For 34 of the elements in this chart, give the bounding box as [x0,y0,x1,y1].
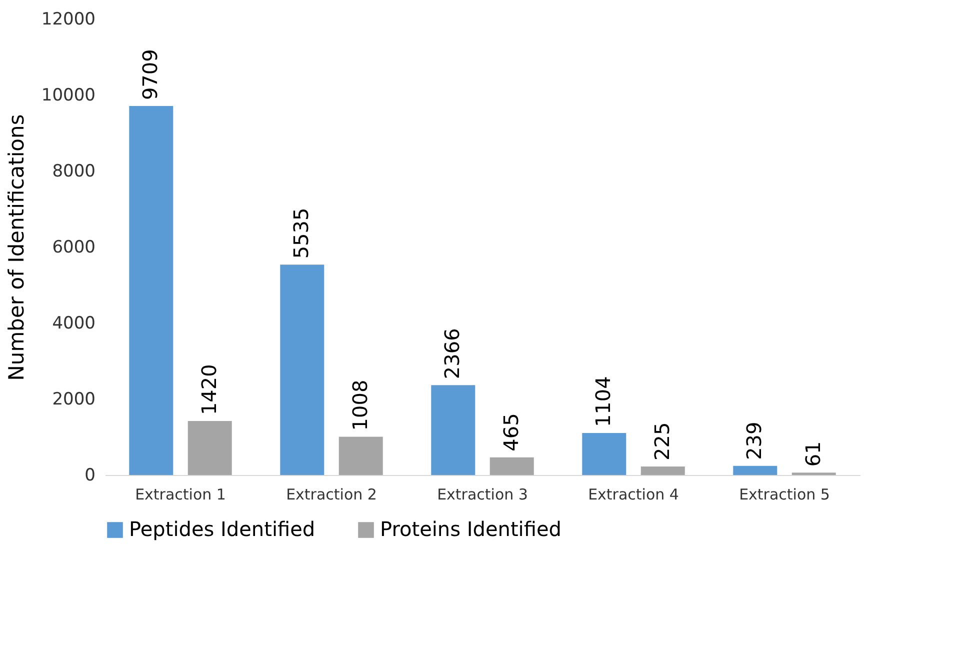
data-label: 225 [650,422,674,460]
data-label: 239 [742,422,766,460]
data-label: 465 [498,413,523,452]
x-tick-label: Extraction 3 [437,486,528,504]
x-tick-label: Extraction 2 [286,486,377,504]
bar [129,106,174,475]
bar [280,264,324,475]
data-label: 9709 [138,49,162,100]
y-tick-label: 8000 [52,162,96,182]
data-label: 1104 [591,376,616,428]
bar [490,457,534,475]
bar [338,436,383,475]
y-axis-title: Number of Identifications [4,114,28,381]
bar [640,466,685,475]
data-label: 61 [800,441,825,467]
bar [188,421,232,475]
y-tick-label: 4000 [52,314,96,334]
bar [582,433,626,475]
data-label: 1420 [196,364,221,416]
y-tick-label: 10000 [41,86,96,106]
data-label: 1008 [348,380,372,431]
y-tick-label: 12000 [41,10,96,30]
legend-label: Proteins Identified [380,517,562,541]
y-tick-label: 2000 [52,390,96,410]
bar [733,466,778,475]
y-tick-label: 0 [84,466,96,486]
x-tick-label: Extraction 5 [739,486,830,504]
bar [431,385,476,475]
x-tick-label: Extraction 4 [588,486,679,504]
y-tick-label: 6000 [52,238,96,258]
x-tick-label: Extraction 1 [135,486,226,504]
legend-label: Peptides Identified [129,517,316,541]
data-label: 5535 [289,208,314,259]
data-label: 2366 [440,328,464,380]
